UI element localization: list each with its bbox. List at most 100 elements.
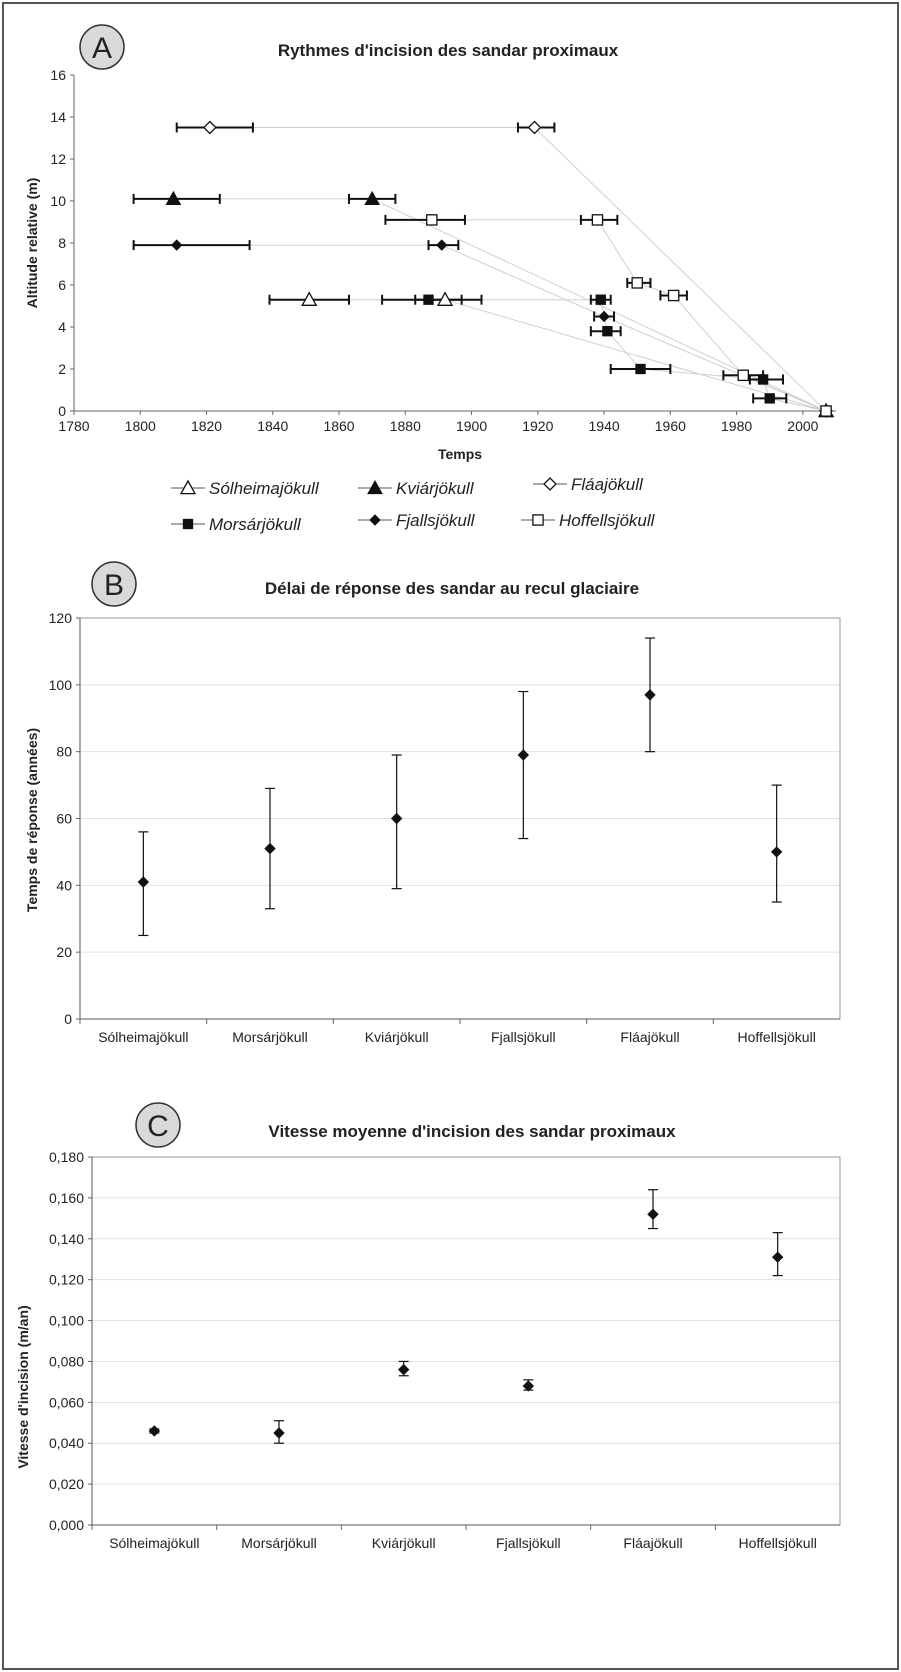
panel-a-point: [602, 326, 613, 337]
legend-label: Sólheimajökull: [209, 479, 320, 498]
panel-c-y-tick-label: 0,020: [49, 1476, 84, 1492]
panel-c-y-tick-label: 0,100: [49, 1313, 84, 1329]
panel-a-point: [202, 120, 217, 135]
panel-a-x-tick-label: 1840: [257, 418, 288, 434]
panel-a-y-tick-label: 6: [58, 277, 66, 293]
panel-a-point: [436, 291, 454, 306]
panel-a-series-connector: [431, 219, 827, 412]
panel-a-point: [426, 214, 438, 226]
panel-a-x-tick-label: 1940: [589, 418, 620, 434]
panel-a-point: [527, 120, 542, 135]
panel-c-category-label: Sólheimajökull: [109, 1535, 199, 1551]
panel-c-y-tick-label: 0,000: [49, 1517, 84, 1533]
panel-c-y-tick-label: 0,040: [49, 1435, 84, 1451]
panel-a-x-ticks: 1780 1800 1820 1840 1860 1880 1900 1920 1940 1960…: [58, 411, 819, 434]
panel-c-category-label: Morsárjökull: [241, 1535, 316, 1551]
panel-b-point: [644, 689, 656, 701]
panel-b-y-tick-label: 120: [49, 610, 73, 626]
panel-a-y-tick-label: 10: [50, 193, 66, 209]
panel-b-title: Délai de réponse des sandar au recul gla…: [265, 579, 639, 598]
panel-a-x-tick-label: 2000: [787, 418, 818, 434]
legend-label: Fjallsjökull: [396, 511, 476, 530]
panel-a-ylabel: Altitude relative (m): [24, 178, 40, 309]
panel-a-point: [591, 214, 604, 226]
panel-a-y-tick-label: 16: [50, 67, 66, 83]
panel-b-categories: Sólheimajökull Morsárjökull Kviárjökull Fja…: [79, 1019, 816, 1045]
panel-a-point: [737, 369, 749, 382]
legend-marker: [367, 479, 383, 495]
panel-b-category-label: Sólheimajökull: [98, 1029, 188, 1045]
panel-b-category-label: Hoffellsjökull: [737, 1029, 815, 1045]
panel-c-points: [148, 1208, 784, 1439]
panel-b-y-tick-label: 40: [56, 877, 72, 893]
panel-a-x-tick-label: 1860: [323, 418, 354, 434]
panel-a-point: [364, 190, 381, 205]
panel-c-point: [148, 1425, 161, 1437]
panel-c-y-tick-label: 0,080: [49, 1353, 84, 1369]
panel-a-x-tick-label: 1920: [522, 418, 553, 434]
panel-b-point: [264, 842, 276, 855]
panel-a-x-tick-label: 1800: [125, 418, 156, 434]
panel-a-point: [635, 363, 646, 375]
panel-c-badge: [135, 1102, 181, 1148]
panel-a-y-tick-label: 4: [58, 319, 66, 335]
panel-b-category-label: Kviárjökull: [365, 1029, 429, 1045]
panel-a-x-tick-label: 1900: [456, 418, 487, 434]
panel-a-point: [667, 289, 680, 302]
panel-a-xlabel: Temps: [438, 446, 482, 462]
panel-a: A Rythmes d'incision des sandar proximau…: [24, 24, 836, 534]
panel-a-point: [170, 239, 183, 251]
panel-a-series-connector: [176, 244, 827, 412]
panel-c: C Vitesse moyenne d'incision des sandar …: [15, 1102, 841, 1551]
panel-c-y-tick-label: 0,060: [49, 1394, 84, 1410]
panel-b-category-label: Fjallsjökull: [491, 1029, 556, 1045]
panel-c-y-ticks: 0,000 0,020 0,040 0,060 0,080 0,100 0,120 0,140…: [49, 1149, 92, 1533]
panel-a-x-tick-label: 1960: [655, 418, 686, 434]
panel-a-x-tick-label: 1820: [191, 418, 222, 434]
panel-a-y-tick-label: 14: [50, 109, 66, 125]
panel-b-y-tick-label: 80: [56, 744, 72, 760]
panel-b-ylabel: Temps de réponse (années): [24, 728, 40, 912]
panel-b-y-ticks: 0 20 40 60 80 100 120: [49, 610, 80, 1027]
panel-c-y-tick-label: 0,140: [49, 1231, 84, 1247]
legend-label: Kviárjökull: [396, 479, 475, 498]
panel-a-y-tick-label: 8: [58, 235, 66, 251]
panel-a-badge: [79, 24, 125, 70]
panel-b-y-tick-label: 100: [49, 677, 73, 693]
panel-a-y-tick-label: 2: [58, 361, 66, 377]
panel-b-point: [390, 812, 403, 825]
panel-c-category-label: Fláajökull: [623, 1535, 682, 1551]
panel-b-points: [137, 689, 783, 888]
panel-c-point: [522, 1380, 535, 1392]
panel-c-category-label: Fjallsjökull: [496, 1535, 561, 1551]
legend-marker: [369, 514, 381, 526]
panel-b-letter: B: [104, 569, 124, 602]
panel-b: B Délai de réponse des sandar au recul g…: [24, 561, 841, 1045]
panel-c-y-tick-label: 0,160: [49, 1190, 84, 1206]
panel-a-x-tick-label: 1980: [721, 418, 752, 434]
panel-c-point: [397, 1363, 410, 1376]
panel-b-point: [137, 876, 150, 888]
panel-b-badge: [91, 561, 137, 607]
panel-a-y-tick-label: 0: [58, 403, 66, 419]
panel-c-point: [771, 1251, 784, 1263]
panel-a-point: [423, 294, 434, 305]
panel-a-y-ticks: 0 2 4 6 8 10 12 14 16: [50, 67, 74, 419]
panel-a-x-tick-label: 1780: [58, 418, 89, 434]
legend-marker: [182, 518, 194, 530]
panel-c-ylabel: Vitesse d'incision (m/an): [15, 1305, 31, 1468]
panel-b-y-tick-label: 0: [64, 1011, 72, 1027]
legend-marker: [179, 479, 197, 495]
legend-label: Fláajökull: [571, 475, 644, 494]
panel-a-point: [631, 277, 643, 289]
legend-marker: [532, 514, 544, 526]
panel-a-point: [165, 190, 182, 205]
panel-b-y-tick-label: 20: [56, 944, 72, 960]
panel-c-category-label: Kviárjökull: [372, 1535, 436, 1551]
panel-a-point: [595, 294, 606, 305]
panel-c-title: Vitesse moyenne d'incision des sandar pr…: [268, 1122, 676, 1141]
panel-a-point: [301, 291, 318, 306]
panel-c-point: [273, 1427, 285, 1439]
panel-b-point: [517, 749, 530, 761]
